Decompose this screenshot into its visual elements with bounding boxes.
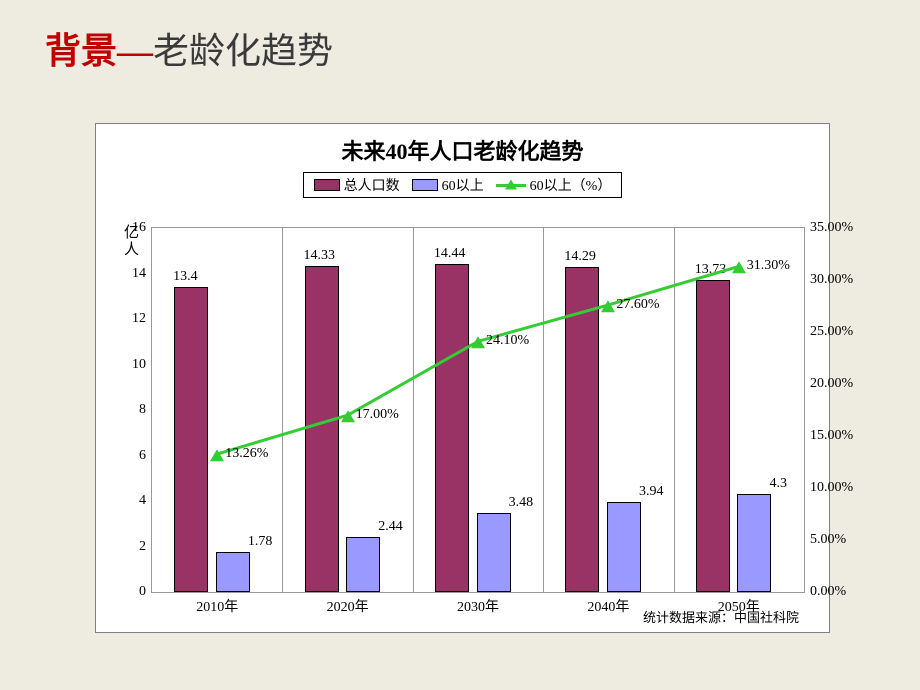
- title-main: 老龄化趋势: [153, 31, 333, 71]
- y-right-tick: 0.00%: [804, 584, 846, 600]
- y-left-tick: 0: [139, 584, 152, 600]
- line-label: 17.00%: [356, 407, 399, 423]
- y-right-tick: 15.00%: [804, 428, 853, 444]
- legend-swatch-total: [314, 179, 340, 191]
- y-left-tick: 12: [132, 311, 152, 327]
- y-left-tick: 4: [139, 493, 152, 509]
- legend-label-60plus: 60以上: [442, 175, 484, 195]
- y-right-tick: 30.00%: [804, 272, 853, 288]
- y-left-tick: 6: [139, 448, 152, 464]
- y-left-tick: 16: [132, 220, 152, 236]
- y-left-tick: 2: [139, 539, 152, 555]
- line-marker: [601, 300, 615, 312]
- legend-label-total: 总人口数: [344, 175, 400, 195]
- x-tick: 2020年: [327, 592, 369, 616]
- y-right-tick: 5.00%: [804, 532, 846, 548]
- x-tick: 2040年: [587, 592, 629, 616]
- y-right-tick: 20.00%: [804, 376, 853, 392]
- chart-container: 未来40年人口老龄化趋势 总人口数 60以上 60以上（%） 亿人 024681…: [95, 123, 830, 633]
- line-label: 31.30%: [747, 258, 790, 274]
- slide-title: 背景—老龄化趋势: [45, 22, 333, 74]
- line-marker: [732, 262, 746, 274]
- line-marker: [210, 449, 224, 461]
- legend-line-pct: [496, 184, 526, 187]
- legend-item-total: 总人口数: [314, 175, 400, 195]
- title-prefix: 背景—: [45, 31, 153, 71]
- chart-legend: 总人口数 60以上 60以上（%）: [303, 172, 623, 198]
- y-right-tick: 25.00%: [804, 324, 853, 340]
- source-note: 统计数据来源：中国社科院: [643, 607, 799, 626]
- legend-item-pct: 60以上（%）: [496, 175, 612, 195]
- legend-swatch-60plus: [412, 179, 438, 191]
- y-left-tick: 8: [139, 402, 152, 418]
- x-tick: 2010年: [196, 592, 238, 616]
- y-right-tick: 35.00%: [804, 220, 853, 236]
- plot-area: 02468101214160.00%5.00%10.00%15.00%20.00…: [151, 227, 805, 593]
- legend-label-pct: 60以上（%）: [530, 175, 612, 195]
- line-marker: [471, 337, 485, 349]
- y-left-tick: 10: [132, 357, 152, 373]
- chart-title: 未来40年人口老龄化趋势: [96, 134, 829, 166]
- y-left-tick: 14: [132, 266, 152, 282]
- line-label: 24.10%: [486, 333, 529, 349]
- line-series-svg: [152, 228, 804, 592]
- line-label: 13.26%: [225, 446, 268, 462]
- line-label: 27.60%: [616, 297, 659, 313]
- legend-item-60plus: 60以上: [412, 175, 484, 195]
- line-marker: [341, 410, 355, 422]
- y-right-tick: 10.00%: [804, 480, 853, 496]
- x-tick: 2030年: [457, 592, 499, 616]
